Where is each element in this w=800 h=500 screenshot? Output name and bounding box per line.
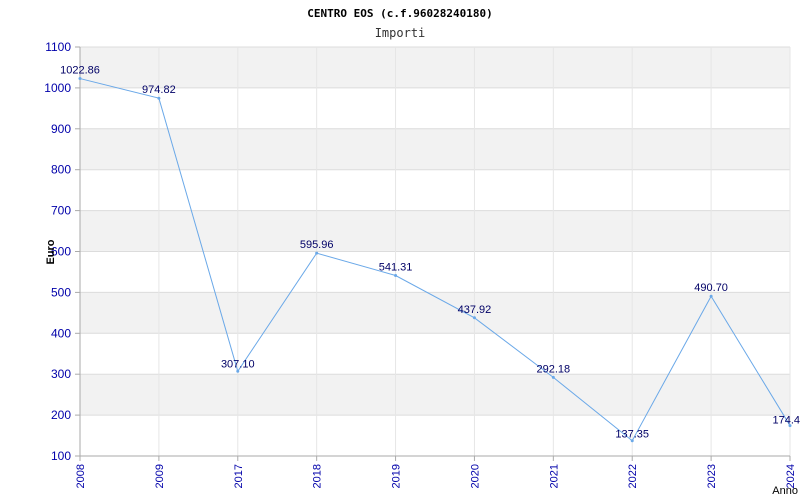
y-tick-label: 1000 bbox=[44, 81, 71, 95]
data-point bbox=[78, 77, 82, 81]
data-point bbox=[630, 439, 634, 443]
x-tick-label: 2009 bbox=[154, 464, 166, 488]
y-tick-label: 900 bbox=[51, 122, 71, 136]
data-label: 490.70 bbox=[694, 282, 728, 294]
data-label: 541.31 bbox=[379, 262, 413, 274]
data-label: 292.18 bbox=[537, 363, 571, 375]
x-tick-label: 2022 bbox=[627, 464, 639, 488]
x-tick-label: 2018 bbox=[312, 464, 324, 488]
y-tick-label: 300 bbox=[51, 367, 71, 381]
data-point bbox=[236, 369, 240, 373]
axes bbox=[75, 46, 791, 461]
series-line-group bbox=[78, 77, 792, 443]
data-point bbox=[472, 316, 476, 320]
plot-band bbox=[80, 374, 790, 416]
chart-subtitle: Importi bbox=[375, 26, 426, 40]
x-tick-label: 2021 bbox=[548, 464, 560, 488]
x-tick-labels: 2008 2009 2017 2018 2019 2020 2021 2022 2023 2024 bbox=[75, 464, 797, 488]
x-tick-label: 2023 bbox=[706, 464, 718, 488]
y-tick-label: 700 bbox=[51, 204, 71, 218]
data-label: 1022.86 bbox=[60, 65, 100, 77]
y-axis-label: Euro bbox=[45, 239, 57, 264]
data-label: 137.35 bbox=[615, 429, 649, 441]
y-tick-label: 1100 bbox=[45, 40, 71, 54]
plot-band bbox=[80, 210, 790, 252]
data-point bbox=[709, 294, 713, 298]
data-point bbox=[394, 274, 398, 278]
data-label: 307.10 bbox=[221, 358, 255, 370]
data-label: 437.92 bbox=[458, 304, 492, 316]
data-point bbox=[157, 96, 161, 100]
data-label: 595.96 bbox=[300, 239, 334, 251]
data-point bbox=[551, 375, 555, 379]
y-tick-label: 200 bbox=[51, 408, 71, 422]
x-tick-label: 2020 bbox=[469, 464, 481, 488]
y-tick-label: 800 bbox=[51, 163, 71, 177]
plot-band bbox=[80, 292, 790, 334]
y-tick-label: 100 bbox=[51, 449, 71, 463]
x-tick-label: 2017 bbox=[233, 464, 245, 488]
chart-title: CENTRO EOS (c.f.96028240180) bbox=[307, 7, 492, 20]
plot-band bbox=[80, 47, 790, 88]
data-labels: 1022.86 974.82 307.10 595.96 541.31 437.92 292… bbox=[60, 65, 800, 441]
y-tick-label: 600 bbox=[51, 245, 71, 259]
series-line bbox=[79, 78, 791, 442]
plot-band bbox=[80, 128, 790, 170]
x-axis-label: Anno bbox=[772, 485, 798, 497]
x-tick-label: 2019 bbox=[391, 464, 403, 488]
data-point bbox=[315, 251, 319, 255]
y-tick-label: 500 bbox=[51, 285, 71, 299]
plot-background-bands bbox=[80, 47, 790, 416]
x-tick-label: 2024 bbox=[785, 464, 797, 488]
y-tick-label: 400 bbox=[51, 326, 71, 340]
data-point bbox=[788, 424, 792, 428]
y-tick-labels: 100 200 300 400 500 600 700 800 900 1000 1100 bbox=[44, 40, 71, 463]
data-label: 174.4 bbox=[772, 415, 800, 427]
data-label: 974.82 bbox=[142, 84, 176, 96]
x-tick-label: 2008 bbox=[75, 464, 87, 488]
